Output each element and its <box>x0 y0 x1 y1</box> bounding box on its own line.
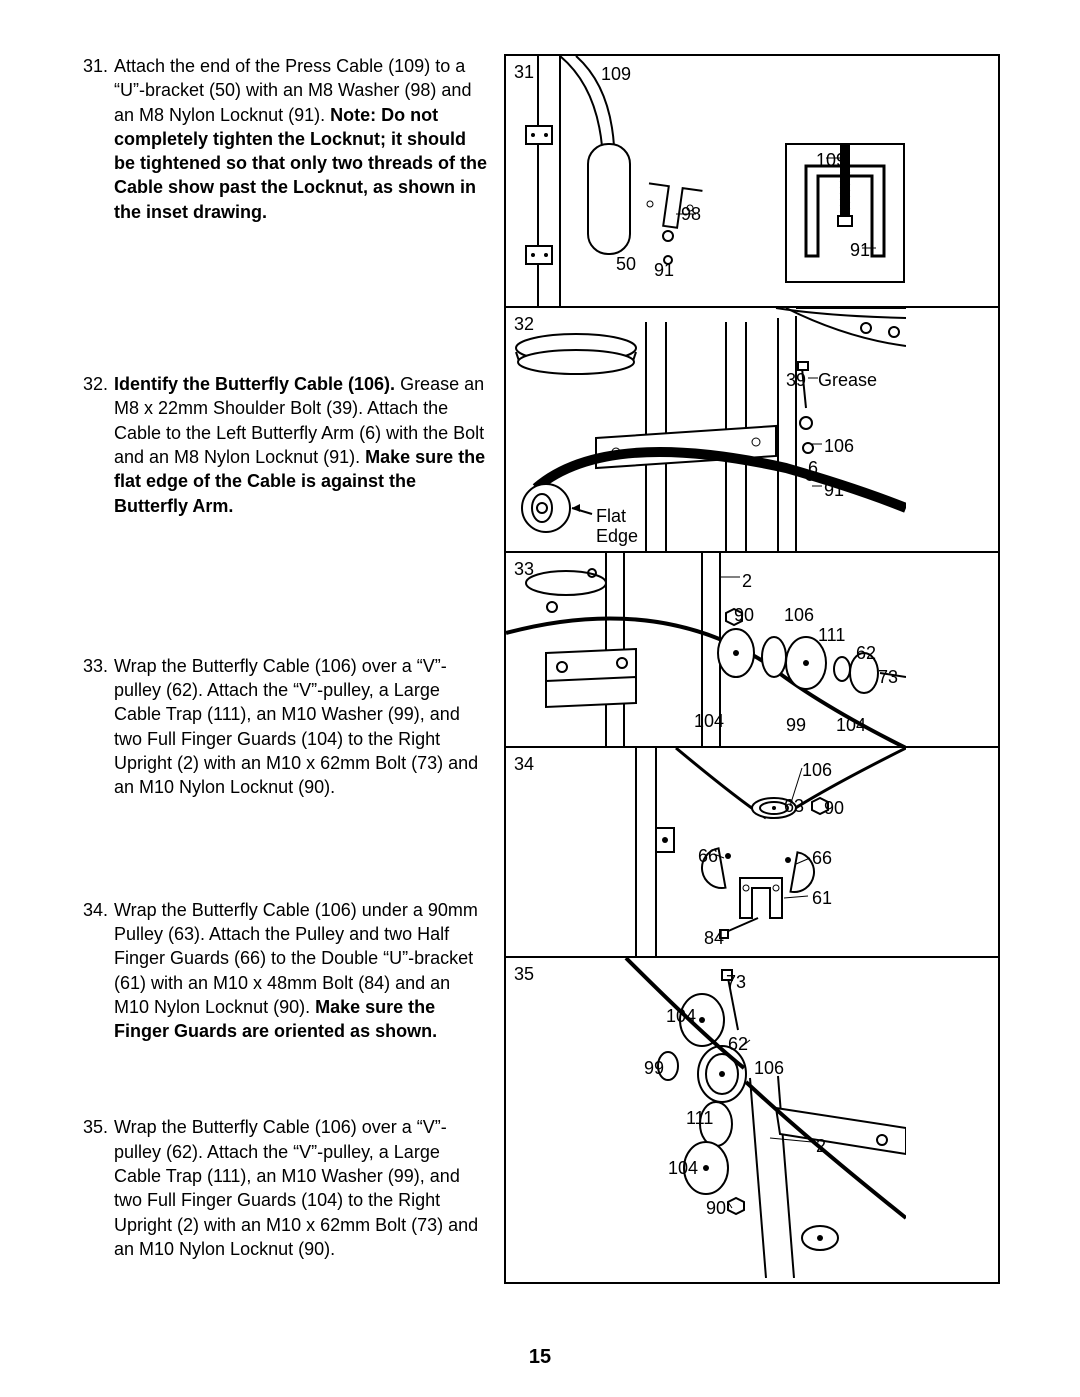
step-number: 33. <box>80 654 114 800</box>
figure-35: 35 <box>506 958 998 1282</box>
callout-label: 62 <box>728 1034 748 1055</box>
step-number: 32. <box>80 372 114 518</box>
callout-label: 73 <box>878 667 898 688</box>
callout-label: 111 <box>818 625 845 646</box>
step-number: 34. <box>80 898 114 1044</box>
figure-32: 32 <box>506 308 998 553</box>
callout-label: 39 <box>786 370 806 391</box>
callout-label: 2 <box>742 571 752 592</box>
callout-label: Grease <box>818 370 877 391</box>
step-item: 33.Wrap the Butterfly Cable (106) over a… <box>80 654 488 800</box>
step-body: Wrap the Butterfly Cable (106) under a 9… <box>114 898 488 1044</box>
step-item: 31.Attach the end of the Press Cable (10… <box>80 54 488 224</box>
step-body: Wrap the Butterfly Cable (106) over a “V… <box>114 1115 488 1261</box>
callout-label: 99 <box>644 1058 664 1079</box>
step-body: Identify the Butterfly Cable (106). Grea… <box>114 372 488 518</box>
callout-label: 66 <box>698 846 718 867</box>
callout-label: Flat <box>596 506 626 527</box>
steps-list: 31.Attach the end of the Press Cable (10… <box>80 54 488 1261</box>
callout-label: 66 <box>812 848 832 869</box>
callout-label: 109 <box>816 150 846 171</box>
callout-label: 99 <box>786 715 806 736</box>
callout-label: 91 <box>824 480 844 501</box>
callout-label: Edge <box>596 526 638 547</box>
figure-34: 34 <box>506 748 998 958</box>
callout-label: 104 <box>836 715 866 736</box>
callout-label: 109 <box>601 64 631 85</box>
step-item: 34.Wrap the Butterfly Cable (106) under … <box>80 898 488 1044</box>
step-item: 32.Identify the Butterfly Cable (106). G… <box>80 372 488 518</box>
step-number: 31. <box>80 54 114 224</box>
callout-label: 2 <box>816 1136 826 1157</box>
callout-label: 106 <box>754 1058 784 1079</box>
callout-label: 90 <box>706 1198 726 1219</box>
callout-label: 6 <box>808 458 818 479</box>
callout-label: 106 <box>784 605 814 626</box>
figure-32-svg <box>506 308 906 553</box>
callout-label: 104 <box>668 1158 698 1179</box>
callout-label: 90 <box>734 605 754 626</box>
figure-33: 33 <box>506 553 998 748</box>
callout-label: 106 <box>802 760 832 781</box>
callout-label: 98 <box>681 204 701 225</box>
figure-31: 31 <box>506 56 998 308</box>
figures-stack: 31 <box>504 54 1000 1284</box>
page-number: 15 <box>0 1346 1080 1369</box>
callout-label: 91 <box>850 240 870 261</box>
callout-label: 104 <box>666 1006 696 1027</box>
callout-label: 61 <box>812 888 832 909</box>
instructions-column: 31.Attach the end of the Press Cable (10… <box>80 54 488 1324</box>
callout-label: 91 <box>654 260 674 281</box>
step-body: Wrap the Butterfly Cable (106) over a “V… <box>114 654 488 800</box>
figures-column: 31 <box>504 54 1000 1324</box>
manual-page: 31.Attach the end of the Press Cable (10… <box>0 0 1080 1397</box>
callout-label: 104 <box>694 711 724 732</box>
step-number: 35. <box>80 1115 114 1261</box>
callout-label: 50 <box>616 254 636 275</box>
callout-label: 90 <box>824 798 844 819</box>
callout-label: 73 <box>726 972 746 993</box>
callout-label: 106 <box>824 436 854 457</box>
step-body: Attach the end of the Press Cable (109) … <box>114 54 488 224</box>
callout-label: 84 <box>704 928 724 949</box>
callout-label: 62 <box>856 643 876 664</box>
callout-label: 111 <box>686 1108 713 1129</box>
two-columns: 31.Attach the end of the Press Cable (10… <box>80 54 1000 1324</box>
callout-label: 63 <box>784 796 804 817</box>
figure-31-svg <box>506 56 906 308</box>
step-item: 35.Wrap the Butterfly Cable (106) over a… <box>80 1115 488 1261</box>
